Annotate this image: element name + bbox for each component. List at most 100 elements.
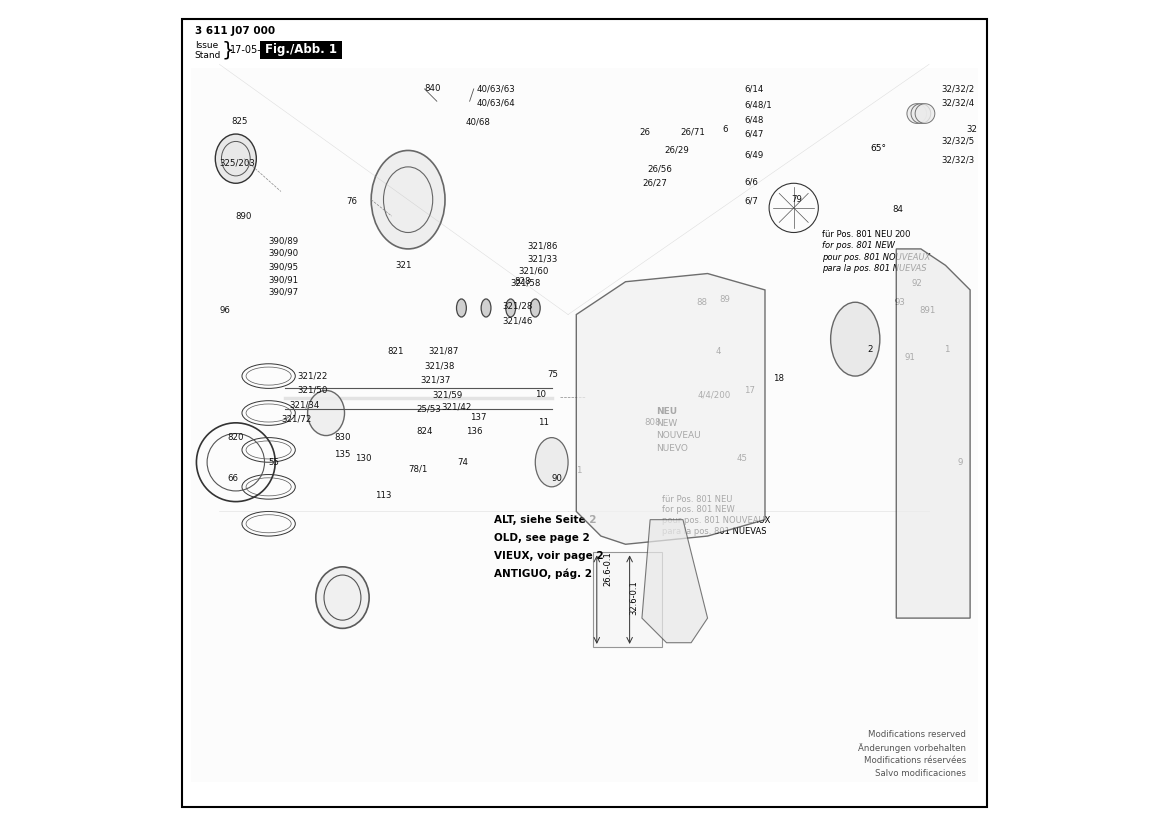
Text: para la pos. 801 NUEVAS: para la pos. 801 NUEVAS <box>663 527 767 535</box>
Text: ALT, siehe Seite 2: ALT, siehe Seite 2 <box>494 515 596 525</box>
Text: für Pos. 801 NEU: für Pos. 801 NEU <box>663 495 733 504</box>
Bar <box>191 69 978 782</box>
Text: Modifications réservées: Modifications réservées <box>864 757 966 766</box>
Ellipse shape <box>482 299 491 317</box>
Text: 26.6-0.1: 26.6-0.1 <box>603 552 613 586</box>
Text: 6/48/1: 6/48/1 <box>745 101 773 110</box>
Text: 321: 321 <box>396 261 413 270</box>
Circle shape <box>915 104 935 123</box>
Text: 11: 11 <box>538 418 548 427</box>
Text: 137: 137 <box>470 413 486 421</box>
Text: 321/34: 321/34 <box>289 401 319 410</box>
Text: 828: 828 <box>514 278 531 287</box>
Text: 6/6: 6/6 <box>745 177 759 186</box>
Polygon shape <box>576 273 765 544</box>
Text: 84: 84 <box>892 205 904 214</box>
Text: 130: 130 <box>354 453 372 463</box>
Text: 825: 825 <box>231 117 248 126</box>
Text: OLD, see page 2: OLD, see page 2 <box>494 533 590 543</box>
Text: 808: 808 <box>644 418 660 427</box>
Text: }: } <box>222 40 234 59</box>
Text: 55: 55 <box>269 458 279 467</box>
Text: ANTIGUO, pág. 2: ANTIGUO, pág. 2 <box>494 568 593 579</box>
Text: 6: 6 <box>722 126 728 135</box>
Text: 321/33: 321/33 <box>527 254 558 263</box>
Text: 1: 1 <box>943 344 949 354</box>
Text: 830: 830 <box>334 433 351 442</box>
Text: 74: 74 <box>457 458 469 467</box>
Text: 390/91: 390/91 <box>269 276 299 285</box>
Text: 321/22: 321/22 <box>297 372 327 381</box>
Text: 321/72: 321/72 <box>281 415 311 423</box>
Text: 26/29: 26/29 <box>664 146 689 155</box>
Ellipse shape <box>506 299 516 317</box>
Text: 90: 90 <box>552 474 562 483</box>
Text: Änderungen vorbehalten: Änderungen vorbehalten <box>858 743 966 752</box>
Text: 6/47: 6/47 <box>745 130 763 139</box>
Text: for pos. 801 NEW: for pos. 801 NEW <box>663 506 735 515</box>
Text: 32.6-0.1: 32.6-0.1 <box>629 580 638 615</box>
Text: 4/4/200: 4/4/200 <box>698 391 731 400</box>
Text: Fig./Abb. 1: Fig./Abb. 1 <box>265 43 338 56</box>
Text: NEU: NEU <box>656 407 677 415</box>
Polygon shape <box>897 249 970 618</box>
Circle shape <box>907 104 927 123</box>
Text: 390/89: 390/89 <box>269 236 299 245</box>
Text: 26/27: 26/27 <box>642 178 666 188</box>
Text: 113: 113 <box>375 491 392 500</box>
Text: 821: 821 <box>388 347 404 356</box>
Text: pour pos. 801 NOUVEAUX: pour pos. 801 NOUVEAUX <box>663 516 770 525</box>
Text: 6/48: 6/48 <box>745 116 763 125</box>
Ellipse shape <box>215 134 256 183</box>
Text: 26/71: 26/71 <box>680 128 705 137</box>
Text: 321/46: 321/46 <box>503 316 533 325</box>
Ellipse shape <box>831 302 880 376</box>
Text: 65°: 65° <box>870 145 886 154</box>
Text: 136: 136 <box>465 426 482 435</box>
Text: 88: 88 <box>696 297 707 306</box>
Text: 76: 76 <box>346 197 358 206</box>
Bar <box>593 553 663 647</box>
Text: 840: 840 <box>424 84 441 93</box>
Text: 2: 2 <box>867 344 873 354</box>
Text: 40/68: 40/68 <box>465 117 491 126</box>
Text: 17: 17 <box>743 386 755 395</box>
Text: 321/60: 321/60 <box>519 267 549 276</box>
Text: 891: 891 <box>919 306 935 315</box>
Text: VIEUX, voir page 2: VIEUX, voir page 2 <box>494 551 604 561</box>
Text: Stand: Stand <box>195 50 221 59</box>
Text: 321/58: 321/58 <box>511 279 541 288</box>
Text: 390/97: 390/97 <box>269 288 299 297</box>
Text: NOUVEAU: NOUVEAU <box>656 431 700 440</box>
Text: 200: 200 <box>894 230 911 239</box>
Text: 93: 93 <box>894 297 906 306</box>
Text: 45: 45 <box>736 453 747 463</box>
Text: 390/90: 390/90 <box>269 249 299 258</box>
Text: pour pos. 801 NOUVEAUX: pour pos. 801 NOUVEAUX <box>823 253 931 262</box>
Ellipse shape <box>316 567 369 629</box>
Text: 32: 32 <box>966 126 977 135</box>
Text: 40/63/64: 40/63/64 <box>476 98 516 107</box>
Text: 18: 18 <box>773 374 784 383</box>
Text: 321/28: 321/28 <box>503 301 533 311</box>
Text: 78/1: 78/1 <box>408 464 428 473</box>
Text: 92: 92 <box>911 279 922 288</box>
Text: Issue: Issue <box>195 41 219 50</box>
Text: 10: 10 <box>535 391 546 400</box>
Text: 824: 824 <box>416 426 433 435</box>
Ellipse shape <box>307 391 345 435</box>
Ellipse shape <box>372 150 445 249</box>
Text: 79: 79 <box>791 195 802 204</box>
Polygon shape <box>642 520 707 643</box>
Text: 3 611 J07 000: 3 611 J07 000 <box>195 26 275 36</box>
Text: 6/49: 6/49 <box>745 150 763 159</box>
Text: para la pos. 801 NUEVAS: para la pos. 801 NUEVAS <box>823 264 927 273</box>
Text: 321/50: 321/50 <box>297 386 327 395</box>
Text: 6/7: 6/7 <box>745 197 759 206</box>
Text: 91: 91 <box>905 353 915 362</box>
Text: 321/59: 321/59 <box>433 391 463 400</box>
Text: Modifications reserved: Modifications reserved <box>869 730 966 739</box>
Text: 9: 9 <box>957 458 963 467</box>
Text: 26: 26 <box>639 128 650 137</box>
Text: 89: 89 <box>720 295 731 304</box>
